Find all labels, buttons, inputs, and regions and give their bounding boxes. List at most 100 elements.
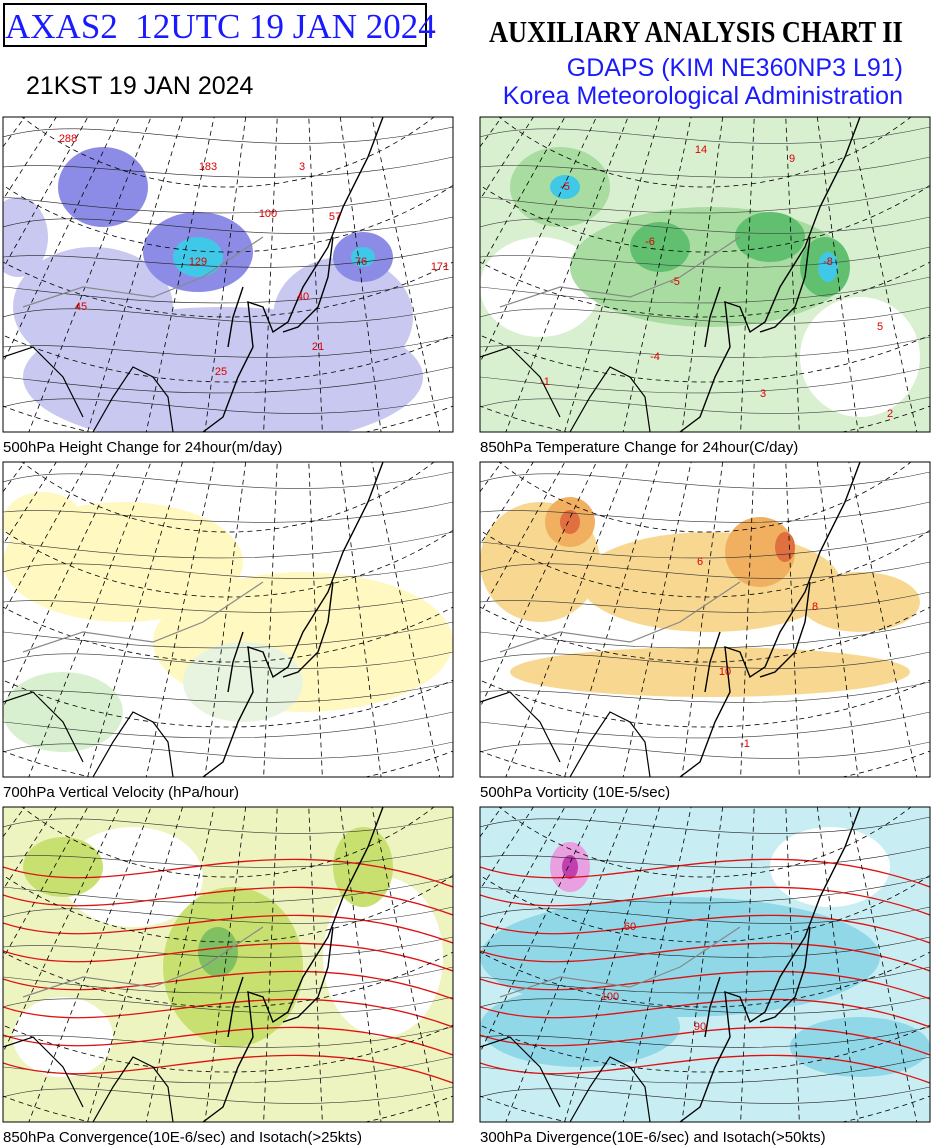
- title: AUXILIARY ANALYSIS CHART II: [489, 14, 903, 49]
- contour: [3, 216, 453, 234]
- map-label: 60: [624, 921, 636, 933]
- meridian: [480, 117, 534, 201]
- contour: [480, 156, 930, 178]
- shaded-area: [770, 827, 890, 907]
- meridian: [740, 807, 755, 1122]
- contour: [480, 561, 930, 579]
- contour: [3, 336, 453, 358]
- coastline: [704, 581, 811, 693]
- map-label: 40: [297, 291, 309, 303]
- shaded-area: [775, 532, 795, 562]
- shaded-area: [3, 197, 48, 277]
- panel-frame: [479, 806, 931, 1123]
- meridian: [204, 462, 247, 777]
- shaded-area: [510, 647, 910, 697]
- shaded-area: [3, 672, 123, 752]
- meridian: [480, 807, 597, 1054]
- meridian: [3, 117, 120, 364]
- contour: [3, 396, 453, 414]
- parallel: [3, 529, 453, 598]
- contour: [3, 651, 453, 669]
- border: [499, 926, 741, 998]
- parallel: [3, 1024, 453, 1073]
- contour: [3, 591, 453, 613]
- meridian: [204, 807, 247, 1122]
- coastline: [480, 691, 651, 777]
- shaded-area: [800, 297, 920, 417]
- map-panel: 288 129 76 183 100 57 40 45 21 25 3 171: [3, 117, 453, 432]
- shaded-area: [351, 247, 375, 267]
- isotach: [480, 1054, 930, 1084]
- contour: [480, 876, 930, 904]
- meridian: [3, 807, 120, 1054]
- shaded-area: [198, 927, 238, 977]
- map-label: 14: [695, 144, 707, 156]
- map-label: -5: [670, 276, 680, 288]
- contour: [3, 966, 453, 994]
- map-label: 45: [75, 301, 87, 313]
- contour: [3, 876, 453, 904]
- map-label: -1: [540, 376, 550, 388]
- contour: [480, 531, 930, 559]
- meridian: [564, 807, 660, 1122]
- meridian: [339, 462, 382, 777]
- parallel: [3, 184, 453, 253]
- contour: [480, 1026, 930, 1048]
- map-panel: 10 6 -1 8: [480, 462, 930, 777]
- coastline: [202, 807, 384, 1122]
- shaded-area: [58, 147, 148, 227]
- panel-caption: 850hPa Temperature Change for 24hour(C/d…: [480, 439, 798, 456]
- isotach: [3, 886, 453, 916]
- parallel: [480, 679, 930, 728]
- contour: [480, 966, 930, 994]
- isotach: [480, 942, 930, 972]
- map-label: -8: [823, 256, 833, 268]
- contour: [3, 531, 453, 559]
- parallel: [480, 951, 930, 1008]
- map-label: 3: [299, 161, 305, 173]
- meridian: [480, 807, 534, 891]
- map-label: 100: [259, 208, 277, 220]
- contour: [3, 501, 453, 523]
- contour: [480, 651, 930, 669]
- meridian: [308, 117, 323, 432]
- shaded-area: [550, 175, 580, 199]
- isotach: [3, 998, 453, 1028]
- model: GDAPS (KIM NE360NP3 L91): [566, 54, 903, 82]
- contour: [480, 186, 930, 214]
- chart-code: AXAS2 12UTC 19 JAN 2024: [3, 3, 436, 47]
- coastline: [704, 236, 811, 348]
- meridian: [785, 117, 800, 432]
- contour: [3, 186, 453, 214]
- shaded-area: [735, 212, 805, 262]
- meridian: [564, 117, 660, 432]
- coastline: [227, 926, 334, 1038]
- contour: [480, 336, 930, 358]
- contour: [3, 156, 453, 178]
- contour: [3, 681, 453, 703]
- meridian: [480, 117, 597, 364]
- coastline: [679, 117, 861, 432]
- parallel: [3, 874, 453, 943]
- contour: [480, 591, 930, 613]
- map-label: 25: [215, 366, 227, 378]
- panel-caption: 700hPa Vertical Velocity (hPa/hour): [3, 784, 239, 801]
- map-label: 288: [59, 133, 77, 145]
- shaded-area: [3, 492, 83, 552]
- parallel: [3, 606, 453, 663]
- isotach: [480, 998, 930, 1028]
- contour: [480, 906, 930, 924]
- map-label: 90: [694, 1021, 706, 1033]
- contour: [480, 741, 930, 759]
- coastline: [3, 346, 174, 432]
- isotach: [3, 970, 453, 1000]
- map-label: 3: [760, 388, 766, 400]
- contour: [3, 741, 453, 759]
- parallel: [3, 261, 453, 318]
- contour: [480, 501, 930, 523]
- contour: [3, 1026, 453, 1048]
- shaded-area: [630, 222, 690, 272]
- isotach: [3, 942, 453, 972]
- agency: Korea Meteorological Administration: [502, 82, 903, 110]
- isotach: [3, 1054, 453, 1084]
